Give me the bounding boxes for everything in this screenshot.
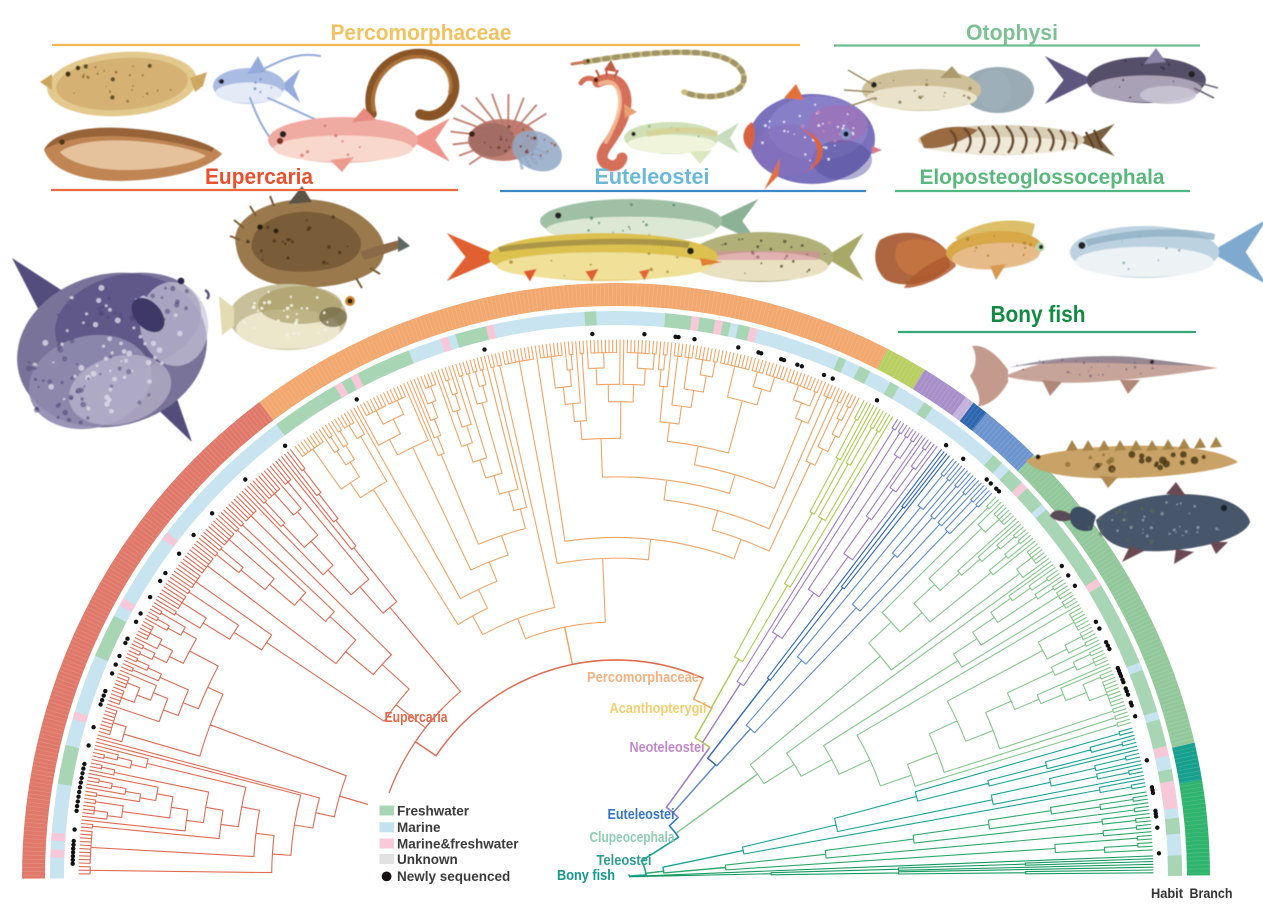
svg-text:Percomorphaceae: Percomorphaceae bbox=[331, 20, 512, 45]
svg-text:Eloposteoglossocephala: Eloposteoglossocephala bbox=[920, 166, 1165, 189]
svg-text:Acanthopterygii: Acanthopterygii bbox=[610, 700, 707, 717]
svg-text:Unknown: Unknown bbox=[397, 852, 458, 867]
svg-text:Euteleostei: Euteleostei bbox=[595, 164, 710, 189]
svg-text:Eupercaria: Eupercaria bbox=[385, 709, 449, 726]
svg-text:Bony fish: Bony fish bbox=[557, 867, 615, 884]
svg-text:Bony fish: Bony fish bbox=[991, 301, 1086, 327]
svg-text:Teleostei: Teleostei bbox=[597, 852, 652, 869]
svg-text:Euteleostei: Euteleostei bbox=[608, 806, 675, 823]
svg-text:Newly sequenced: Newly sequenced bbox=[397, 869, 510, 884]
svg-text:Eupercaria: Eupercaria bbox=[205, 164, 314, 189]
svg-text:Branch: Branch bbox=[1190, 885, 1233, 901]
svg-text:Habit: Habit bbox=[1151, 885, 1183, 901]
svg-text:Marine: Marine bbox=[397, 820, 441, 835]
svg-text:Percomorphaceae: Percomorphaceae bbox=[587, 669, 699, 686]
svg-text:Neoteleostei: Neoteleostei bbox=[630, 739, 705, 756]
svg-text:Otophysi: Otophysi bbox=[966, 20, 1058, 45]
svg-text:Clupeocephala: Clupeocephala bbox=[590, 829, 676, 846]
svg-text:Marine&freshwater: Marine&freshwater bbox=[397, 836, 519, 851]
svg-text:Freshwater: Freshwater bbox=[397, 803, 470, 818]
